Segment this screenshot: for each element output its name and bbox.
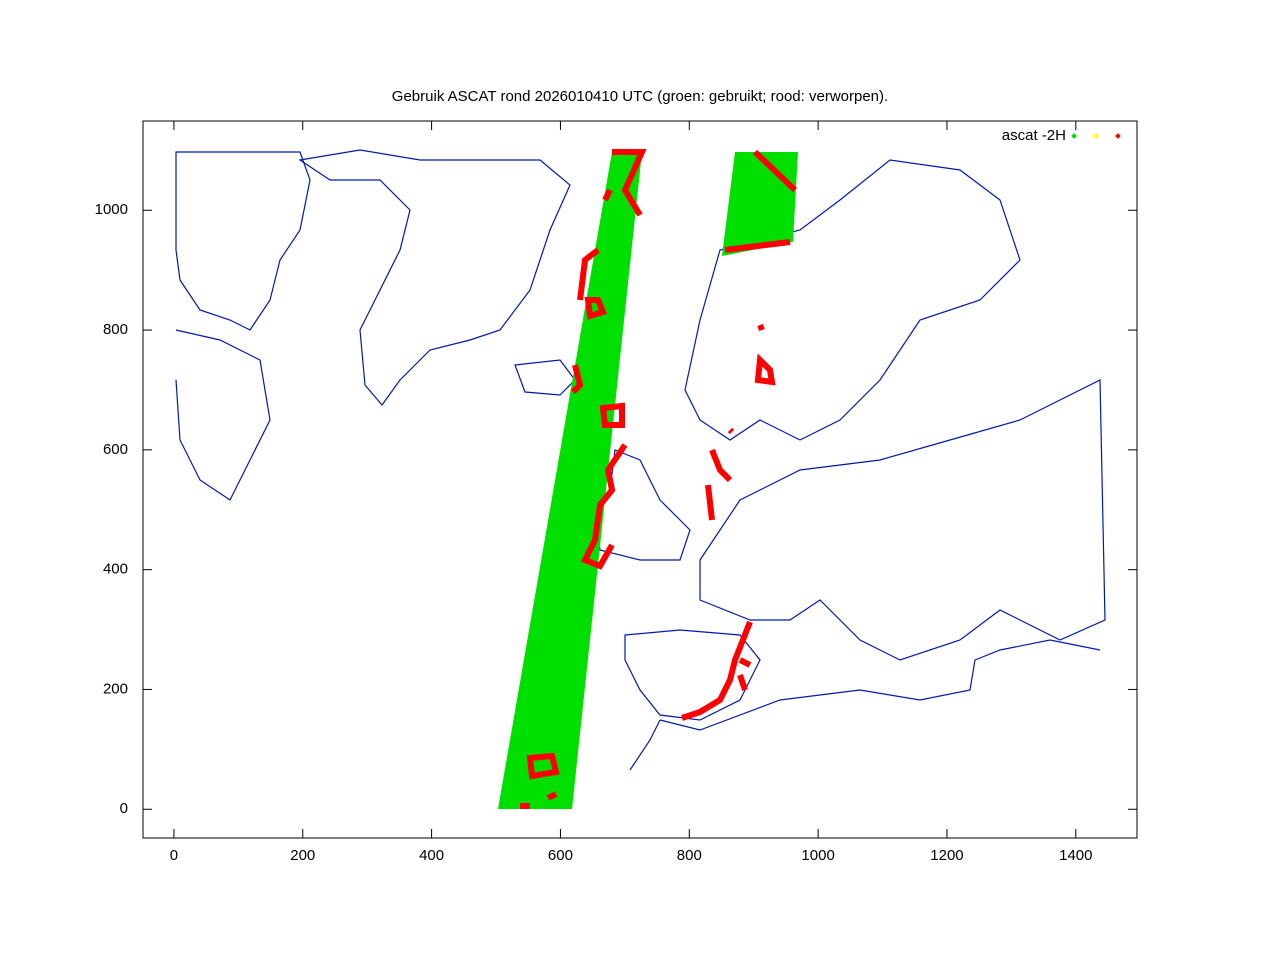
greenland xyxy=(298,149,571,406)
legend-marker xyxy=(1115,133,1121,139)
iceland xyxy=(514,359,576,396)
y-tick-label: 800 xyxy=(103,321,128,338)
y-tick-label: 200 xyxy=(103,680,128,697)
x-tick-label: 200 xyxy=(290,847,315,864)
x-tick-label: 600 xyxy=(548,847,573,864)
legend-label: ascat -2H xyxy=(1002,127,1066,144)
x-tick-label: 1000 xyxy=(801,847,834,864)
legend-marker xyxy=(1093,133,1099,139)
x-tick-label: 800 xyxy=(677,847,702,864)
y-tick-label: 400 xyxy=(103,561,128,578)
africa xyxy=(629,639,1101,771)
y-tick-label: 600 xyxy=(103,441,128,458)
plot-frame xyxy=(142,120,1138,839)
x-tick-label: 1200 xyxy=(930,847,963,864)
scandinavia xyxy=(684,159,1021,441)
swath-west xyxy=(498,152,642,809)
coastline xyxy=(175,151,311,331)
rejected xyxy=(520,620,753,809)
x-tick-label: 1400 xyxy=(1059,847,1092,864)
legend-marker xyxy=(1071,133,1077,139)
iberia xyxy=(624,629,761,721)
x-tick-label: 400 xyxy=(419,847,444,864)
coastlines xyxy=(175,149,1106,771)
x-tick-label: 0 xyxy=(170,847,178,864)
europe xyxy=(699,379,1106,661)
rejected xyxy=(570,149,647,570)
swath xyxy=(498,149,798,809)
chart-title: Gebruik ASCAT rond 2026010410 UTC (groen… xyxy=(392,88,888,105)
rejected xyxy=(705,149,798,521)
coastline xyxy=(175,329,271,501)
y-tick-label: 1000 xyxy=(95,201,128,218)
y-tick-label: 0 xyxy=(120,800,128,817)
